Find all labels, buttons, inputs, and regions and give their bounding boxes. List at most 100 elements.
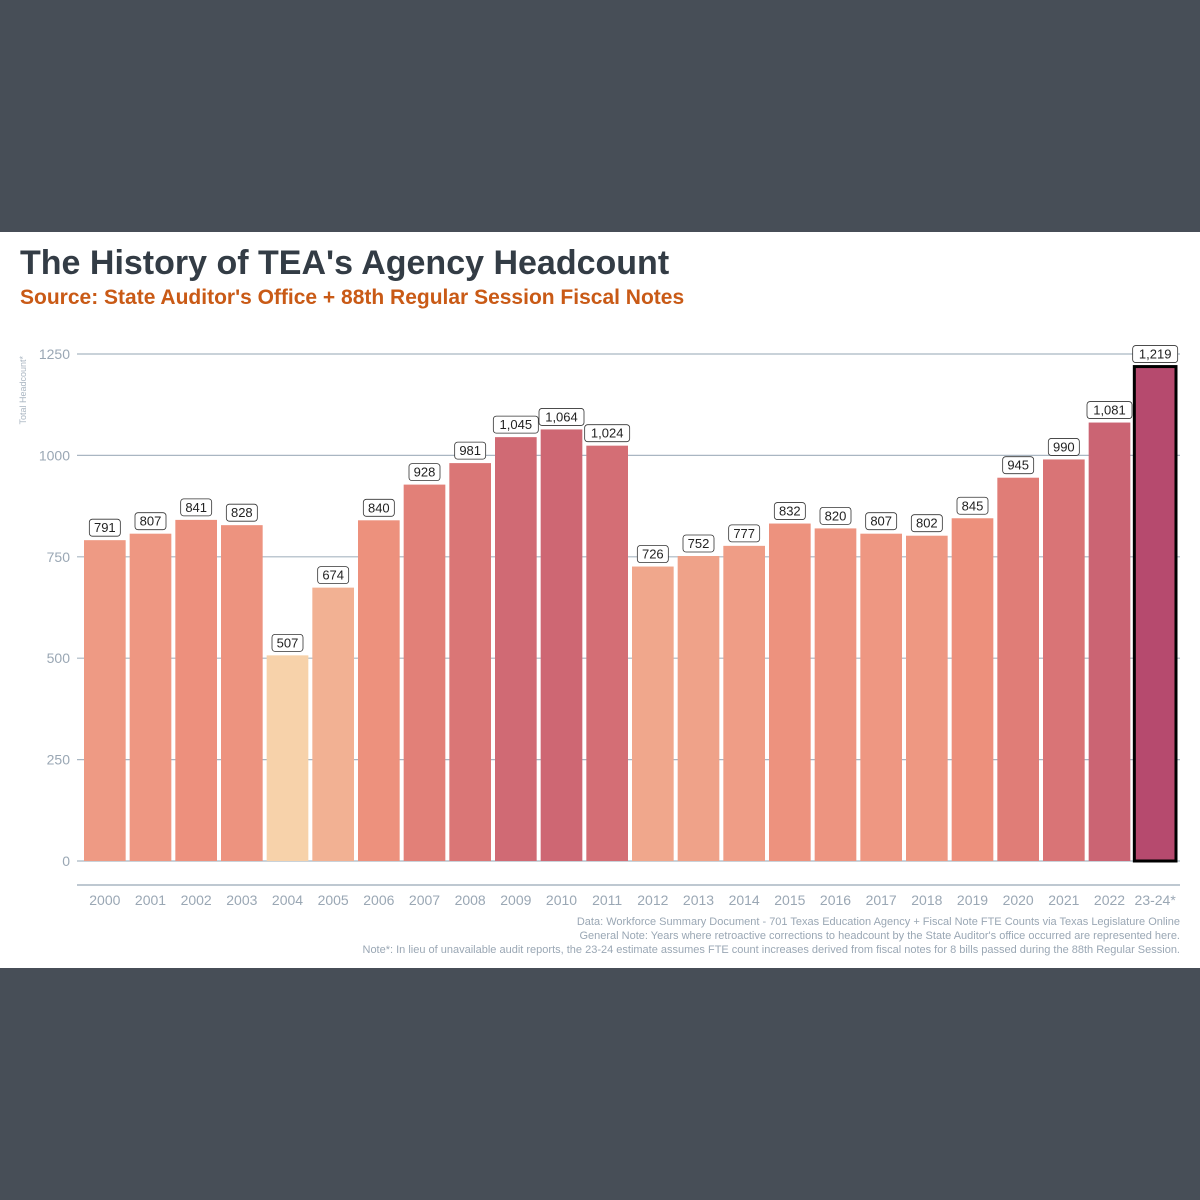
x-tick-label: 23-24* — [1135, 892, 1177, 908]
y-tick-label: 250 — [47, 752, 71, 768]
bar — [723, 545, 765, 861]
x-tick-label: 2006 — [363, 892, 394, 908]
value-label-box — [819, 507, 852, 525]
bar — [84, 540, 126, 861]
x-tick-label: 2008 — [455, 892, 486, 908]
value-label-box — [1002, 456, 1035, 475]
x-tick-label: 2013 — [683, 892, 714, 908]
general-note: General Note: Years where retroactive co… — [579, 930, 1180, 942]
value-label: 674 — [322, 568, 344, 583]
value-label: 990 — [1053, 439, 1075, 454]
value-label-box — [454, 441, 487, 460]
value-label: 828 — [231, 505, 253, 520]
value-label-box — [1132, 345, 1179, 363]
x-tick-label: 2016 — [820, 892, 851, 908]
bar — [449, 463, 491, 861]
bar — [906, 535, 948, 861]
estimate-note: Note*: In lieu of unavailable audit repo… — [362, 944, 1181, 956]
value-label-box — [317, 566, 350, 585]
value-label-box — [134, 512, 167, 531]
bar — [540, 429, 583, 861]
value-label-box — [682, 534, 715, 553]
bar — [632, 566, 674, 861]
value-label: 752 — [688, 536, 710, 551]
bar — [221, 525, 263, 861]
x-tick-label: 2017 — [866, 892, 897, 908]
chart-title: The History of TEA's Agency Headcount — [20, 244, 670, 282]
x-tick-label: 2021 — [1048, 892, 1079, 908]
x-tick-label: 2011 — [592, 892, 622, 908]
y-tick-label: 0 — [62, 853, 70, 869]
value-label-box — [636, 545, 669, 563]
value-label: 507 — [277, 635, 299, 650]
x-tick-label: 2005 — [318, 892, 349, 908]
value-label: 802 — [916, 516, 938, 531]
x-tick-label: 2000 — [89, 892, 120, 908]
bar — [769, 523, 811, 861]
x-tick-label: 2002 — [181, 892, 212, 908]
bar — [586, 445, 628, 861]
value-label: 807 — [140, 514, 162, 529]
bars — [84, 365, 1178, 863]
value-label: 1,064 — [545, 409, 578, 424]
value-label: 1,024 — [591, 426, 624, 441]
value-label-box — [271, 633, 304, 652]
value-label: 840 — [368, 500, 390, 515]
bar — [1088, 422, 1131, 861]
value-label-box — [910, 514, 943, 533]
y-tick-label: 750 — [47, 549, 71, 565]
value-label-box — [865, 512, 898, 531]
value-label-box — [1047, 438, 1080, 456]
bar — [814, 528, 857, 861]
value-label-box — [492, 415, 539, 434]
chart-card: The History of TEA's Agency Headcount So… — [0, 232, 1200, 968]
value-label: 981 — [459, 443, 481, 458]
bar — [495, 437, 537, 861]
value-label-box — [408, 463, 441, 482]
x-tick-label: 2018 — [911, 892, 942, 908]
x-tick-label: 2014 — [729, 892, 760, 908]
value-label: 928 — [414, 465, 436, 480]
value-label: 1,219 — [1139, 347, 1172, 362]
bar — [266, 655, 309, 861]
x-tick-label: 2007 — [409, 892, 440, 908]
value-label-box — [956, 496, 989, 515]
value-label-box — [225, 503, 258, 522]
x-tick-label: 2010 — [546, 892, 577, 908]
value-labels: 791 807 841 828 507 674 840 928 981 1,045 1,064 1,0… — [88, 345, 1179, 652]
value-label-box — [362, 498, 395, 517]
value-label-box — [584, 424, 631, 443]
bar-highlighted — [1132, 365, 1178, 863]
value-label-box — [538, 408, 585, 426]
x-tick-label: 2012 — [637, 892, 668, 908]
data-source-note: Data: Workforce Summary Document - 701 T… — [576, 916, 1180, 928]
x-tick-label: 2015 — [774, 892, 805, 908]
bar — [677, 555, 720, 861]
bar — [1043, 459, 1085, 861]
value-label: 820 — [825, 508, 847, 523]
x-tick-label: 2009 — [500, 892, 531, 908]
bar — [997, 477, 1039, 861]
y-tick-label: 1250 — [39, 346, 70, 362]
value-label-box — [1086, 401, 1133, 419]
value-label: 1,081 — [1093, 403, 1126, 418]
y-tick-label: 1000 — [39, 447, 70, 463]
bar — [403, 484, 446, 861]
value-label: 841 — [185, 500, 207, 515]
bar — [312, 587, 354, 861]
bar — [358, 520, 400, 861]
bar — [129, 533, 172, 861]
x-axis: 2000 2001 2002 2003 2004 2005 2006 2007 2008 2009… — [77, 884, 1180, 908]
bar-chart: 0 250 500 750 1000 1250 791 807 841 828 507 674 840… — [18, 345, 1180, 908]
bar — [951, 518, 994, 861]
value-label-box — [773, 502, 806, 520]
value-label: 1,045 — [500, 417, 533, 432]
x-tick-label: 2003 — [226, 892, 257, 908]
x-tick-label: 2004 — [272, 892, 303, 908]
value-label-box — [88, 518, 121, 537]
bar — [860, 533, 902, 861]
value-label: 791 — [94, 520, 116, 535]
x-tick-label: 2020 — [1003, 892, 1034, 908]
value-label: 807 — [870, 514, 892, 529]
value-label: 832 — [779, 504, 801, 519]
